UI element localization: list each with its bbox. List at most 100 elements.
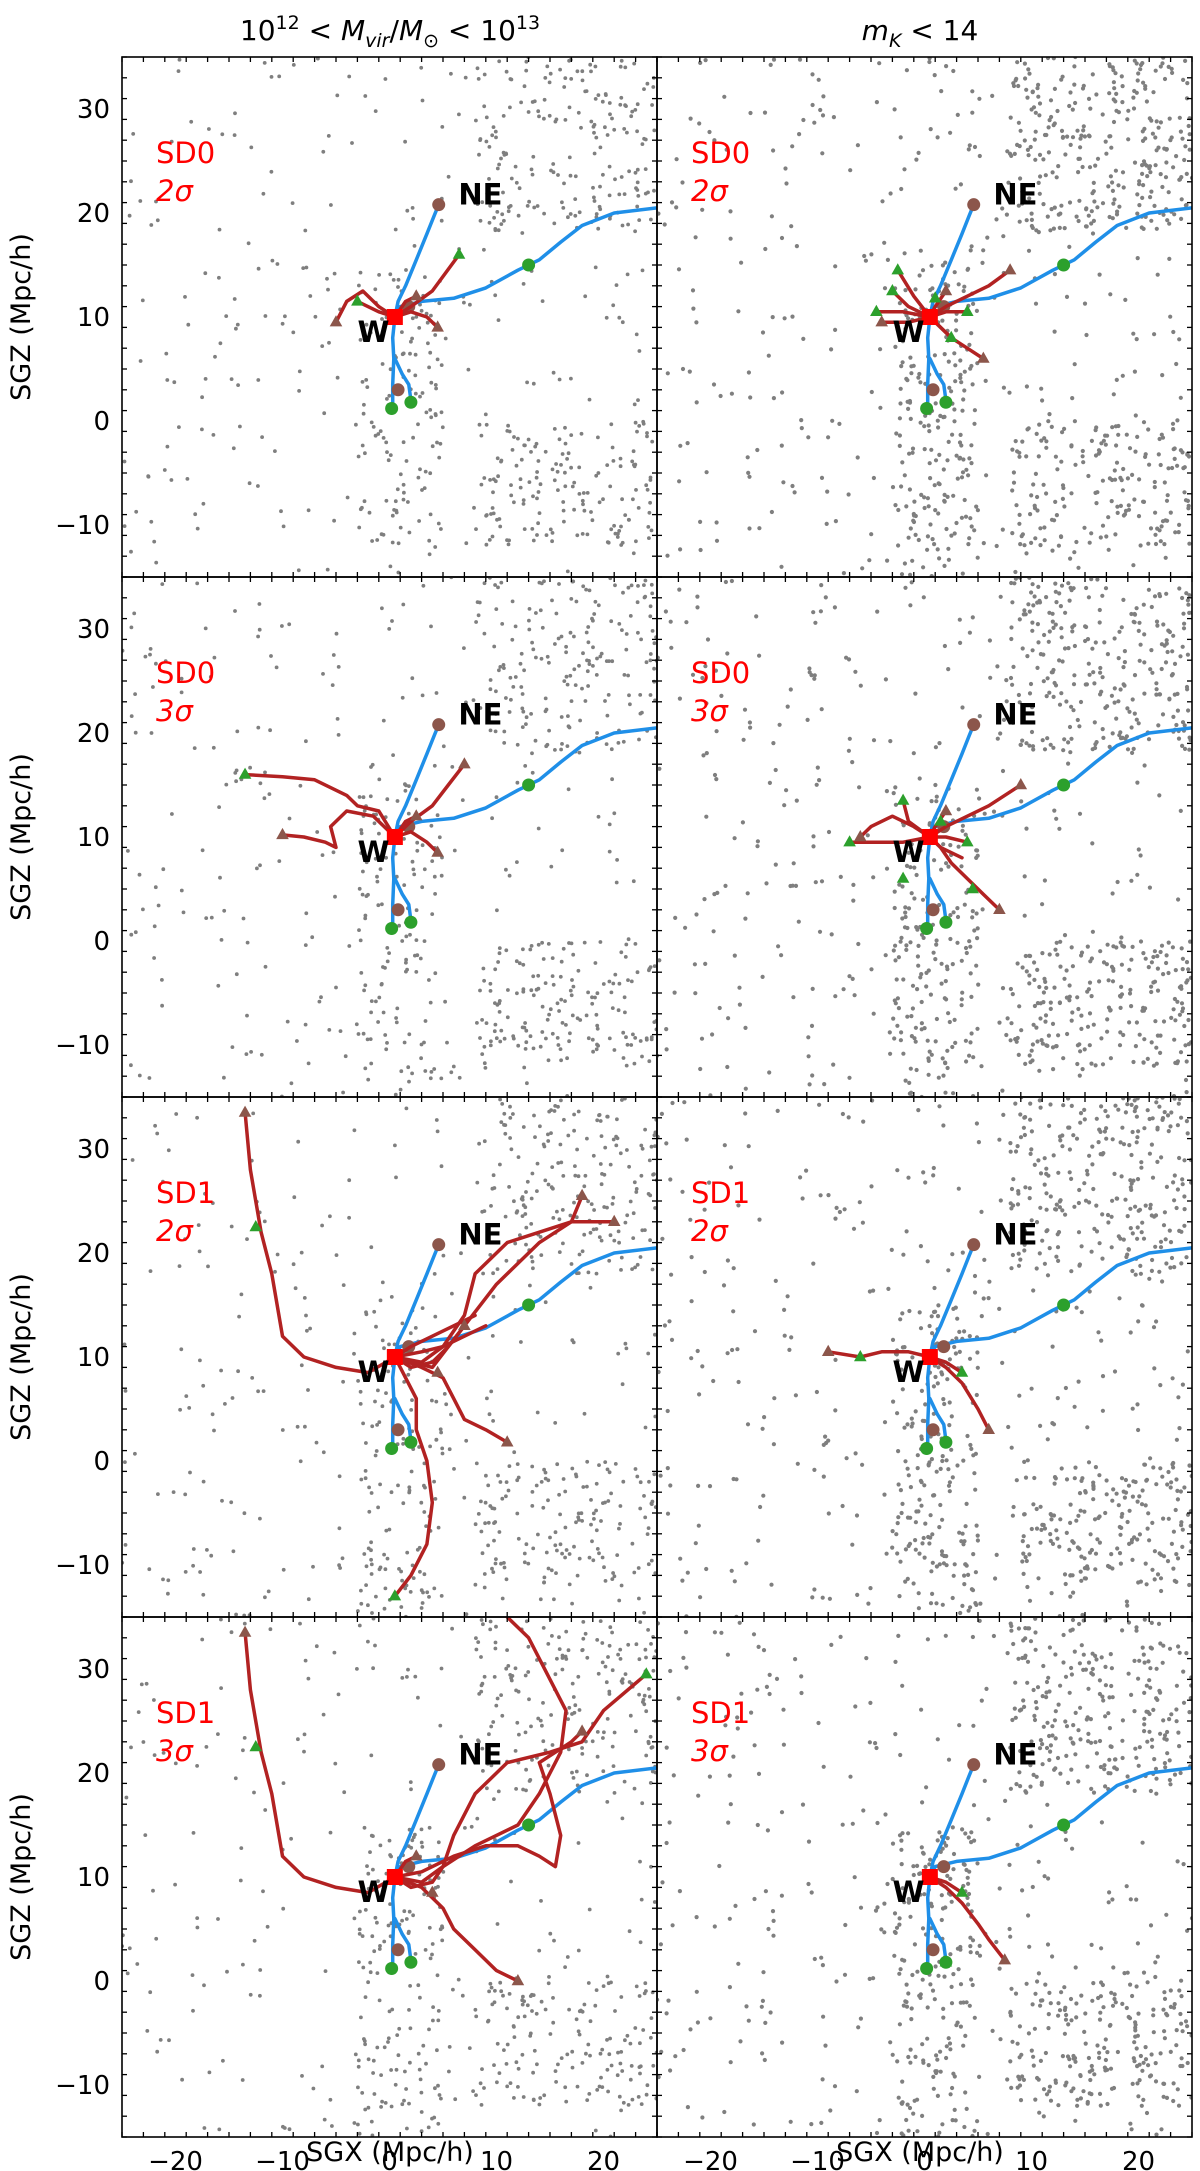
background-point xyxy=(610,1202,615,1206)
background-point xyxy=(896,1449,901,1454)
background-point xyxy=(951,1091,956,1096)
background-point xyxy=(975,1365,980,1370)
background-point xyxy=(425,1590,430,1595)
background-point xyxy=(1090,929,1095,934)
background-point xyxy=(651,1172,655,1177)
background-point xyxy=(1040,398,1045,403)
background-point xyxy=(574,1520,578,1525)
background-point xyxy=(651,85,656,89)
background-point xyxy=(601,497,605,502)
background-point xyxy=(1077,1042,1082,1047)
background-point xyxy=(545,1017,550,1022)
background-point xyxy=(417,519,421,523)
background-point xyxy=(1039,386,1044,391)
background-point xyxy=(1132,1535,1137,1540)
background-point xyxy=(1105,704,1110,709)
background-point xyxy=(291,63,296,67)
background-point xyxy=(361,795,366,800)
background-point xyxy=(916,150,921,155)
background-point xyxy=(697,121,702,126)
filament-end-marker xyxy=(854,830,867,842)
background-point xyxy=(1064,1477,1070,1482)
background-point xyxy=(311,1564,315,1569)
background-point xyxy=(562,679,567,683)
background-point xyxy=(696,1483,701,1488)
background-point xyxy=(529,450,533,454)
background-point xyxy=(964,1501,969,1506)
background-point xyxy=(373,1453,378,1458)
background-point xyxy=(179,676,184,681)
background-point xyxy=(637,218,642,223)
background-point xyxy=(909,842,914,847)
background-point xyxy=(1132,611,1137,617)
background-point xyxy=(1066,740,1071,745)
background-point xyxy=(1113,99,1118,104)
center-marker xyxy=(386,309,403,325)
background-point xyxy=(550,1031,555,1036)
background-point xyxy=(944,526,949,532)
background-point xyxy=(911,751,916,756)
background-point xyxy=(1141,1008,1146,1013)
background-point xyxy=(1156,125,1161,130)
background-point xyxy=(1127,709,1132,714)
background-point xyxy=(563,1525,568,1530)
background-point xyxy=(1058,1517,1063,1522)
background-point xyxy=(514,463,519,468)
background-point xyxy=(994,1552,999,1557)
background-point xyxy=(623,103,627,108)
background-point xyxy=(459,1251,463,1256)
background-point xyxy=(1121,466,1126,472)
reference-filament xyxy=(928,722,976,839)
background-point xyxy=(1025,95,1030,100)
background-point xyxy=(623,513,628,517)
background-point xyxy=(419,65,424,70)
background-point xyxy=(712,138,717,143)
background-point xyxy=(947,1019,952,1025)
background-point xyxy=(638,1506,643,1511)
background-point xyxy=(590,1037,595,1042)
background-point xyxy=(1011,1177,1016,1182)
background-point xyxy=(955,906,960,911)
filament-end-marker xyxy=(431,845,444,857)
background-point xyxy=(1098,665,1103,671)
background-point xyxy=(443,999,447,1004)
background-point xyxy=(691,306,696,311)
background-point xyxy=(1171,633,1176,638)
background-point xyxy=(1100,727,1105,732)
background-point xyxy=(515,1511,520,1516)
background-point xyxy=(1167,221,1172,226)
background-point xyxy=(504,867,508,872)
background-point xyxy=(495,908,499,913)
background-point xyxy=(1135,1135,1140,1140)
background-point xyxy=(550,956,555,960)
background-point xyxy=(625,272,630,277)
background-point xyxy=(322,411,327,416)
background-point xyxy=(919,492,924,497)
background-point xyxy=(631,551,636,556)
background-point xyxy=(512,500,516,505)
background-point xyxy=(597,1551,601,1556)
background-point xyxy=(123,1543,128,1547)
background-point xyxy=(586,640,591,645)
background-point xyxy=(536,826,541,831)
background-point xyxy=(927,1049,932,1054)
background-point xyxy=(648,604,653,609)
background-point xyxy=(315,830,320,834)
background-point xyxy=(480,1052,485,1056)
background-point xyxy=(1052,272,1057,277)
background-point xyxy=(1044,1191,1049,1196)
background-point xyxy=(619,1268,623,1272)
background-point xyxy=(933,957,938,962)
background-point xyxy=(368,330,373,335)
background-point xyxy=(1047,1123,1052,1128)
background-point xyxy=(542,1575,547,1580)
background-point xyxy=(1024,551,1029,556)
background-point xyxy=(242,1511,247,1516)
background-point xyxy=(347,944,352,948)
background-point xyxy=(498,1480,503,1484)
background-point xyxy=(555,1548,559,1553)
background-point xyxy=(974,911,979,916)
background-point xyxy=(628,702,632,707)
background-point xyxy=(1185,1131,1190,1136)
background-point xyxy=(1000,768,1006,774)
